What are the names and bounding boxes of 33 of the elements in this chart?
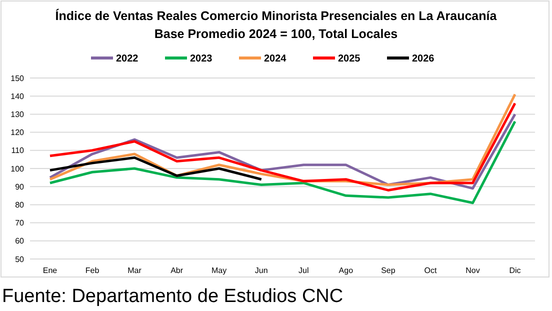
y-tick-label: 50 [15,254,25,264]
y-tick-label: 150 [10,74,25,83]
x-tick-label: Nov [466,266,480,275]
legend-label: 2026 [412,54,435,64]
y-tick-label: 100 [10,164,25,174]
legend-label: 2023 [190,54,213,64]
x-tick-label: Dic [509,266,521,275]
y-tick-label: 140 [10,92,25,101]
chart-title: Índice de Ventas Reales Comercio Minorista Presenciales en La Araucanía [55,8,498,23]
y-tick-label: 60 [15,236,25,246]
line-series [48,120,516,204]
x-tick-label: Abr [170,266,184,275]
y-tick-label: 130 [10,110,25,119]
x-tick-label: Jun [254,266,268,275]
legend-label: 2022 [116,54,139,64]
y-tick-label: 80 [15,200,25,210]
x-tick-label: Ene [42,266,58,275]
x-tick-label: May [212,266,227,275]
y-tick-label: 110 [11,146,25,156]
source-note: Fuente: Departamento de Estudios CNC [2,286,344,307]
chart-subtitle: Base Promedio 2024 = 100, Total Locales [154,27,398,41]
x-tick-label: Mar [128,266,142,275]
y-tick-label: 90 [15,182,25,192]
legend-label: 2024 [264,54,287,64]
x-tick-label: Sep [381,266,396,275]
x-tick-label: Jul [298,266,309,275]
x-tick-label: Feb [85,266,100,275]
legend-label: 2025 [338,54,361,64]
y-tick-label: 120 [10,128,25,138]
x-tick-label: Ago [338,266,354,275]
y-tick-label: 70 [15,218,25,228]
x-tick-label: Oct [424,266,438,275]
line-series [48,156,263,181]
